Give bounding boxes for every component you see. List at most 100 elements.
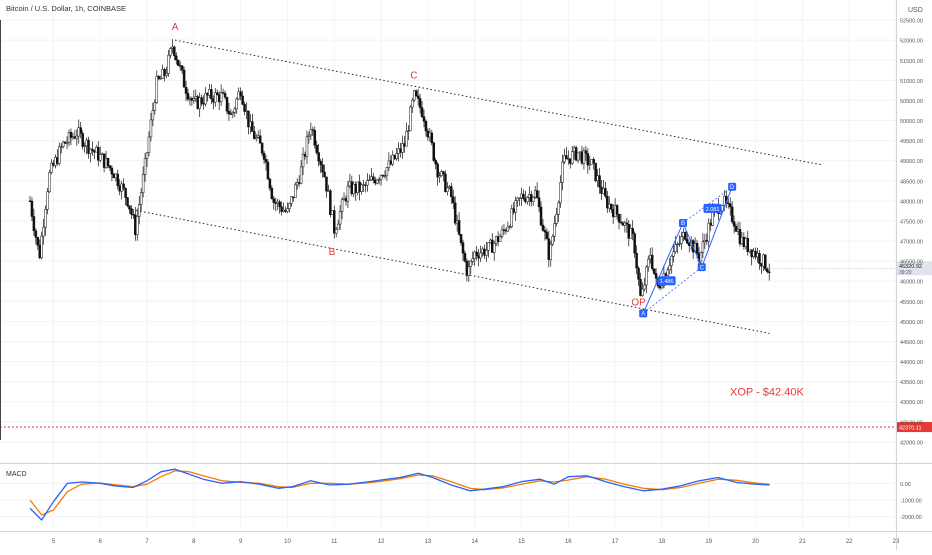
- candle-body: [393, 154, 396, 160]
- y-tick-label: 48000.00: [900, 199, 923, 205]
- candle-body: [524, 198, 527, 203]
- candle-body: [631, 228, 634, 234]
- candle-body: [145, 152, 149, 159]
- candle-body: [381, 174, 385, 177]
- candle-body: [184, 87, 188, 94]
- candle-body: [346, 185, 350, 202]
- candle-body: [411, 99, 414, 108]
- y-tick-label: 48500.00: [900, 179, 923, 185]
- candle-body: [705, 239, 709, 242]
- candle-body: [297, 182, 301, 184]
- candle-body: [276, 201, 279, 204]
- candle-body: [294, 184, 297, 199]
- candle-body: [457, 220, 461, 235]
- candle-body: [245, 110, 248, 112]
- candle-body: [342, 198, 346, 201]
- candle-body: [241, 95, 244, 105]
- x-tick-label: 19: [705, 539, 712, 545]
- candle-body: [549, 243, 553, 260]
- candle-body: [71, 136, 75, 138]
- x-tick-label: 10: [284, 539, 291, 545]
- candle-body: [672, 251, 675, 257]
- candle-body: [303, 154, 307, 157]
- y-tick-label: 43500.00: [900, 380, 923, 386]
- candle-body: [190, 98, 194, 101]
- candle-body: [270, 187, 274, 199]
- candle-body: [223, 93, 227, 98]
- candle-body: [533, 190, 537, 198]
- candle-body: [510, 208, 514, 227]
- channel-upper-line: [175, 39, 822, 166]
- candle-body: [278, 201, 281, 208]
- candle-body: [368, 179, 371, 181]
- wave-label-a: A: [172, 22, 179, 33]
- candle-body: [52, 162, 55, 166]
- candle-body: [744, 238, 748, 247]
- candle-body: [79, 127, 82, 134]
- candle-body: [565, 155, 568, 160]
- trend-channel: [128, 39, 822, 334]
- candle-body: [159, 78, 162, 80]
- candle-body: [641, 288, 644, 296]
- candle-body: [221, 92, 225, 94]
- candle-body: [231, 112, 235, 115]
- candle-body: [210, 89, 213, 100]
- candle-body: [219, 92, 223, 103]
- candle-body: [391, 154, 395, 165]
- x-tick-label: 17: [612, 539, 619, 545]
- current-price-text: 46320.92: [899, 264, 922, 270]
- candles: [28, 39, 771, 297]
- candle-body: [110, 167, 114, 175]
- candle-body: [299, 166, 303, 184]
- channel-lower-line: [128, 208, 770, 334]
- candle-body: [578, 151, 582, 154]
- candle-body: [206, 93, 209, 96]
- candle-body: [752, 250, 755, 258]
- candle-body: [436, 163, 439, 178]
- candle-body: [625, 222, 629, 225]
- candle-body: [255, 137, 258, 140]
- candle-body: [194, 96, 198, 99]
- candle-body: [155, 76, 159, 103]
- candle-body: [165, 73, 168, 76]
- candle-body: [633, 233, 636, 254]
- candle-body: [325, 176, 328, 192]
- candle-body: [214, 92, 217, 103]
- candle-body: [686, 239, 689, 244]
- candle-body: [176, 59, 180, 66]
- candle-body: [434, 160, 437, 165]
- candle-body: [473, 251, 476, 259]
- candle-body: [227, 110, 231, 115]
- candle-body: [426, 130, 430, 138]
- currency-label[interactable]: USD: [908, 7, 923, 14]
- candle-body: [282, 209, 285, 212]
- candle-body: [608, 203, 611, 209]
- candle-body: [416, 95, 420, 99]
- candle-body: [709, 222, 712, 226]
- candle-body: [334, 228, 338, 234]
- candle-body: [340, 199, 344, 212]
- candle-body: [467, 266, 471, 276]
- candle-body: [674, 244, 677, 252]
- candle-body: [65, 142, 69, 144]
- candle-body: [354, 184, 357, 193]
- y-tick-label: 52500.00: [900, 19, 923, 25]
- candle-body: [385, 167, 389, 176]
- candle-body: [730, 206, 734, 222]
- current-price-tag: [897, 261, 932, 276]
- candle-body: [553, 223, 556, 237]
- candle-body: [229, 113, 233, 115]
- candle-body: [750, 249, 753, 258]
- candle-body: [237, 91, 240, 100]
- x-tick-label: 15: [518, 539, 525, 545]
- candle-body: [539, 206, 543, 226]
- candle-body: [307, 134, 311, 138]
- candle-body: [574, 147, 578, 161]
- candle-body: [85, 139, 88, 147]
- candle-body: [727, 202, 730, 205]
- candle-body: [740, 237, 744, 245]
- candle-body: [305, 136, 309, 157]
- xabcd-ratio-box: [657, 276, 676, 286]
